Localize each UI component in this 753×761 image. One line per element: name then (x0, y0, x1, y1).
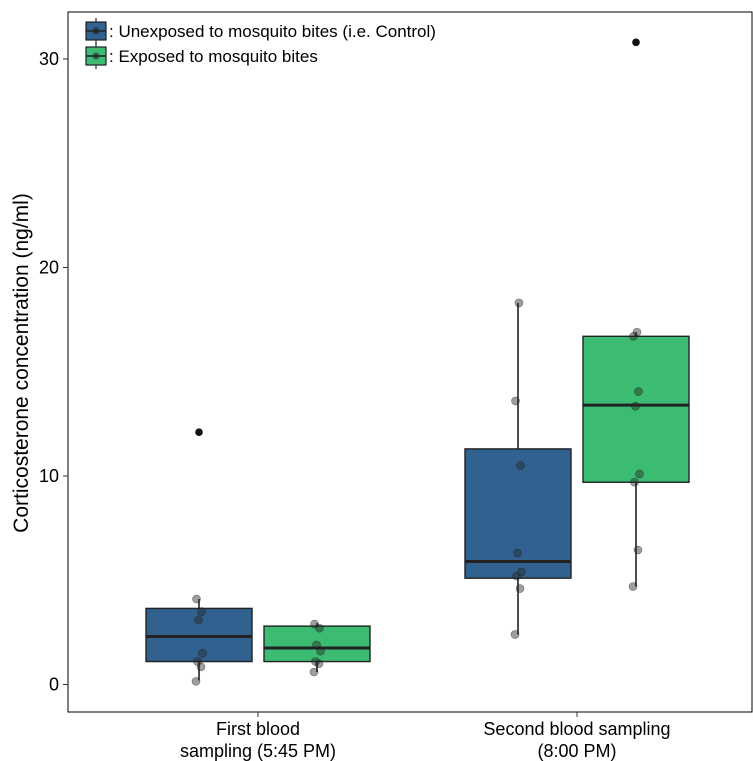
y-tick-label: 0 (49, 675, 59, 695)
box (145, 607, 253, 663)
legend-item: : Exposed to mosquito bites (85, 43, 318, 69)
legend-item: : Unexposed to mosquito bites (i.e. Cont… (85, 18, 436, 44)
data-point (634, 387, 643, 396)
data-point (194, 615, 203, 625)
data-point (513, 548, 522, 558)
data-point (516, 461, 525, 470)
data-point (192, 594, 201, 604)
data-point (310, 619, 319, 629)
data-point (198, 648, 207, 658)
legend: : Unexposed to mosquito bites (i.e. Cont… (85, 18, 436, 69)
data-point (316, 646, 325, 656)
data-point (510, 630, 520, 639)
data-point (191, 677, 201, 686)
data-point (514, 298, 524, 308)
box-group (582, 38, 690, 591)
legend-key-point (92, 27, 100, 35)
data-point (196, 662, 206, 672)
box-group (145, 428, 253, 686)
data-point (312, 640, 321, 650)
x-tick-label-line: Second blood sampling (483, 719, 670, 739)
data-point (511, 396, 520, 406)
x-axis: First blood sampling (5:45 PM) Second bloo… (180, 712, 671, 761)
legend-label: : Unexposed to mosquito bites (i.e. Cont… (109, 22, 436, 41)
x-tick-label-line: First blood (216, 719, 300, 739)
y-tick-label: 20 (39, 258, 59, 278)
data-point (515, 584, 525, 593)
data-point (197, 607, 206, 616)
y-tick-label: 30 (39, 49, 59, 69)
box-group (263, 619, 371, 677)
legend-key-point (92, 52, 100, 60)
x-tick-label-line: sampling (5:45 PM) (180, 741, 336, 761)
data-point (633, 545, 643, 555)
outlier-point (195, 428, 203, 437)
box (464, 448, 572, 579)
plot-area (67, 11, 753, 713)
data-point (631, 401, 640, 411)
y-axis: 0 10 20 30 (39, 49, 68, 695)
x-tick-label-line: (8:00 PM) (537, 741, 616, 761)
y-tick-label: 10 (39, 466, 59, 486)
x-tick-label: First blood sampling (5:45 PM) (180, 719, 336, 761)
x-tick-label: Second blood sampling (8:00 PM) (483, 719, 670, 761)
data-point (630, 477, 639, 487)
data-point (628, 582, 638, 591)
outlier-point (632, 38, 640, 47)
data-point (632, 327, 642, 337)
data-point (635, 469, 644, 479)
plot-frame (67, 11, 753, 713)
data-point (309, 667, 319, 677)
box (263, 625, 371, 663)
box-group (464, 298, 572, 639)
box (582, 335, 690, 483)
legend-label: : Exposed to mosquito bites (109, 47, 318, 66)
data-point (311, 657, 320, 666)
data-point (517, 567, 526, 577)
y-axis-title: Corticosterone concentration (ng/ml) (10, 193, 33, 533)
data-point (193, 657, 202, 666)
